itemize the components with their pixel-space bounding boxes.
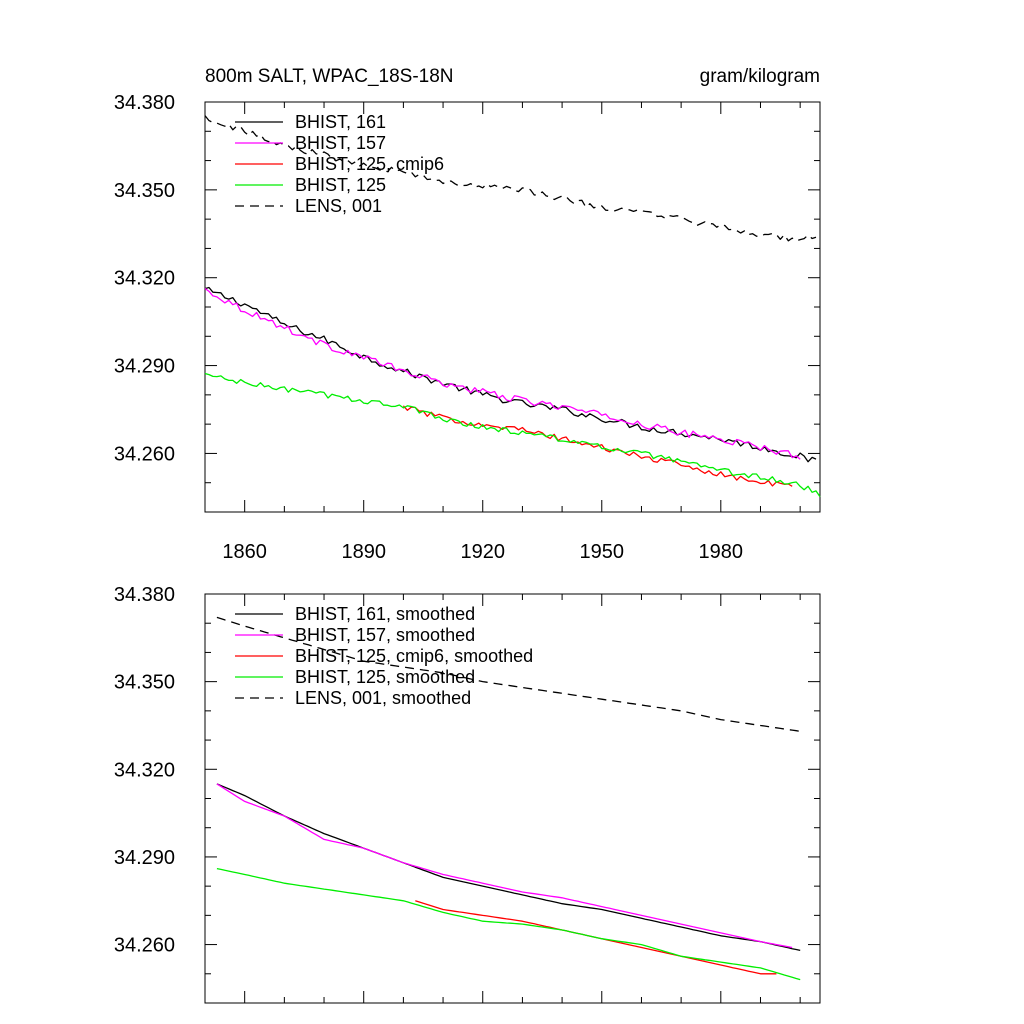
series-line [216, 616, 801, 732]
legend-label: BHIST, 157 [295, 133, 386, 153]
chart-title-right: gram/kilogram [700, 66, 820, 87]
y-tick-label: 34.380 [114, 584, 175, 606]
legend-label: BHIST, 125, smoothed [295, 667, 475, 687]
legend-label: BHIST, 157, smoothed [295, 625, 475, 645]
legend-label: BHIST, 125 [295, 175, 386, 195]
legend-label: LENS, 001 [295, 196, 382, 216]
x-tick-label: 1860 [222, 541, 267, 563]
series-line [204, 286, 817, 463]
legend-label: BHIST, 161 [295, 112, 386, 132]
top-panel: 34.380 34.350 34.320 34.290 34.260 1860 1890 19… [114, 92, 821, 563]
y-tick-label: 34.320 [114, 759, 175, 781]
bottom-panel: 34.380 34.350 34.320 34.290 34.260 BHIST, 161… [114, 584, 821, 1004]
x-tick-label: 1950 [580, 541, 625, 563]
y-tick-label: 34.320 [114, 268, 175, 290]
y-tick-label: 34.260 [114, 935, 175, 957]
legend-label: LENS, 001, smoothed [295, 688, 471, 708]
y-tick-label: 34.350 [114, 672, 175, 694]
y-tick-label: 34.380 [114, 92, 175, 114]
x-tick-label: 1980 [699, 541, 744, 563]
chart-title-left: 800m SALT, WPAC_18S-18N [205, 66, 454, 87]
series-line [204, 115, 817, 242]
legend-label: BHIST, 125, cmip6 [295, 154, 444, 174]
legend-label: BHIST, 125, cmip6, smoothed [295, 646, 533, 666]
series-line [204, 287, 801, 460]
legend-label: BHIST, 161, smoothed [295, 604, 475, 624]
x-tick-label: 1890 [341, 541, 386, 563]
series-line [216, 867, 801, 981]
series-line [204, 372, 821, 498]
y-tick-label: 34.290 [114, 847, 175, 869]
series-line [216, 783, 801, 952]
y-tick-label: 34.260 [114, 443, 175, 465]
series-line [216, 783, 793, 949]
y-tick-label: 34.350 [114, 180, 175, 202]
x-tick-label: 1920 [460, 541, 505, 563]
y-tick-label: 34.290 [114, 356, 175, 378]
